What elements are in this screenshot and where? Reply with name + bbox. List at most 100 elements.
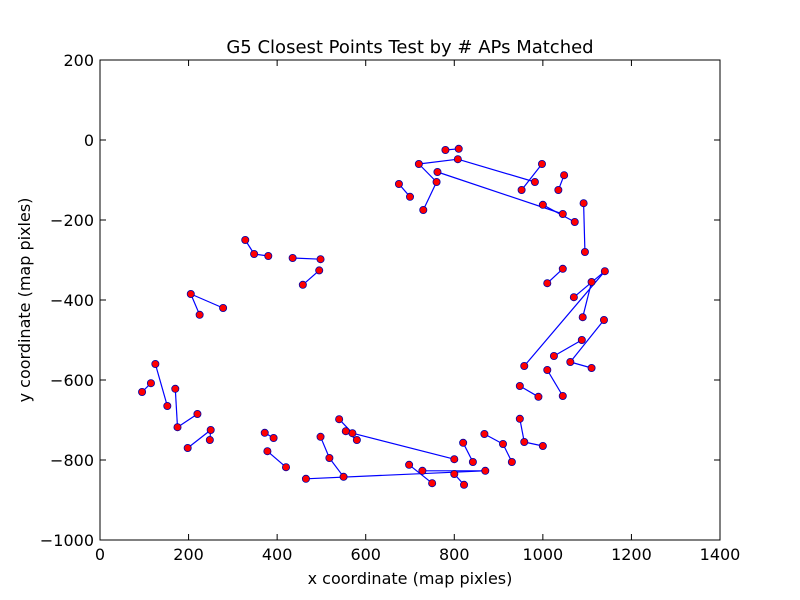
data-point — [394, 179, 403, 188]
y-axis-ticks: −1000 −800 −600 −400 −200 0 200 — [40, 51, 720, 550]
data-point — [325, 453, 334, 462]
data-point — [558, 391, 567, 400]
x-tick-label: 800 — [439, 545, 470, 564]
connector-line — [521, 163, 543, 191]
data-point — [206, 425, 215, 434]
connector-line — [457, 158, 536, 183]
data-point — [193, 409, 202, 418]
data-point — [341, 427, 350, 436]
data-point — [335, 415, 344, 424]
data-point — [428, 479, 437, 488]
data-point — [543, 279, 552, 288]
data-point — [498, 439, 507, 448]
connector-line — [569, 319, 605, 363]
data-point — [348, 429, 357, 438]
connector-line — [174, 388, 179, 428]
data-point — [405, 192, 414, 201]
x-tick-label: 1000 — [522, 545, 563, 564]
data-point — [570, 217, 579, 226]
x-axis-ticks: 0 200 400 600 800 1000 1200 1400 — [95, 60, 740, 564]
data-point — [600, 267, 609, 276]
data-point — [432, 177, 441, 186]
connector-line — [582, 281, 593, 318]
y-tick-label: −400 — [50, 291, 94, 310]
data-point — [419, 205, 428, 214]
data-point — [315, 266, 324, 275]
data-point — [183, 443, 192, 452]
data-point — [339, 472, 348, 481]
y-tick-label: 0 — [84, 131, 94, 150]
data-point — [599, 315, 608, 324]
data-point — [281, 463, 290, 472]
data-point — [163, 401, 172, 410]
data-point — [537, 159, 546, 168]
data-point — [480, 429, 489, 438]
data-point — [418, 466, 427, 475]
connector-line — [418, 158, 458, 165]
data-point — [520, 437, 529, 446]
x-tick-label: 1200 — [611, 545, 652, 564]
data-point — [441, 145, 450, 154]
data-point — [560, 171, 569, 180]
data-point — [520, 361, 529, 370]
data-point — [587, 363, 596, 372]
data-point — [250, 249, 259, 258]
x-tick-label: 600 — [350, 545, 381, 564]
connector-line — [583, 203, 586, 253]
connector-line — [154, 363, 168, 407]
data-point — [517, 185, 526, 194]
data-point — [269, 433, 278, 442]
y-tick-label: −600 — [50, 371, 94, 390]
data-point — [450, 455, 459, 464]
data-point — [352, 435, 361, 444]
data-point — [195, 310, 204, 319]
data-point — [468, 457, 477, 466]
data-point — [151, 359, 160, 368]
data-point — [186, 289, 195, 298]
y-tick-label: −200 — [50, 211, 94, 230]
y-tick-label: 200 — [63, 51, 94, 70]
y-axis-label: y coordinate (map pixles) — [15, 198, 34, 403]
data-point — [587, 277, 596, 286]
data-point — [316, 255, 325, 264]
data-point — [414, 159, 423, 168]
connector-line — [187, 429, 212, 449]
connector-line — [553, 339, 583, 357]
data-point — [450, 469, 459, 478]
connector-line — [267, 450, 287, 468]
data-points — [138, 144, 609, 489]
data-point — [530, 177, 539, 186]
data-point — [515, 414, 524, 423]
data-point — [481, 466, 490, 475]
data-point — [288, 253, 297, 262]
data-point — [549, 351, 558, 360]
data-point — [241, 235, 250, 244]
data-point — [534, 392, 543, 401]
data-point — [316, 432, 325, 441]
data-point — [515, 381, 524, 390]
x-axis-label: x coordinate (map pixles) — [308, 569, 513, 588]
data-point — [260, 428, 269, 437]
data-point — [173, 423, 182, 432]
data-point — [507, 457, 516, 466]
data-point — [580, 247, 589, 256]
data-point — [171, 384, 180, 393]
y-tick-label: −800 — [50, 451, 94, 470]
data-point — [138, 387, 147, 396]
connector-line — [546, 369, 564, 397]
data-point — [433, 167, 442, 176]
data-point — [554, 185, 563, 194]
connector-line — [422, 181, 438, 211]
data-point — [298, 280, 307, 289]
data-point — [459, 438, 468, 447]
x-tick-label: 1400 — [700, 545, 741, 564]
data-point — [558, 264, 567, 273]
chart-title: G5 Closest Points Test by # APs Matched — [226, 37, 593, 58]
x-tick-label: 400 — [262, 545, 293, 564]
data-point — [264, 251, 273, 260]
data-point — [301, 474, 310, 483]
connector-line — [352, 432, 455, 460]
connector-line — [542, 204, 576, 223]
data-point — [579, 199, 588, 208]
